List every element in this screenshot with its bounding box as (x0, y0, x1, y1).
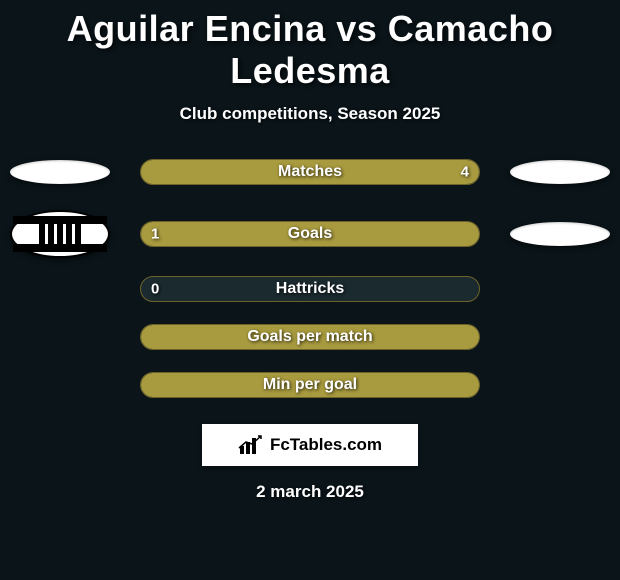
stat-bar: Hattricks 0 (140, 276, 480, 302)
stat-row: Matches 4 (0, 152, 620, 192)
stats-container: Matches 4 Goals 1 Hattricks 0 Goals per match M… (0, 152, 620, 398)
oval-shape (510, 222, 610, 246)
crest-bars (39, 224, 81, 244)
page-subtitle: Club competitions, Season 2025 (0, 104, 620, 124)
team-oval (510, 152, 610, 192)
stat-label: Matches (278, 163, 342, 181)
stat-value-left: 0 (151, 281, 159, 298)
oval-shape (10, 160, 110, 184)
logo-text: FcTables.com (270, 435, 382, 455)
stat-label: Goals (288, 225, 332, 243)
stat-bar: Goals 1 (140, 221, 480, 247)
stat-row: Min per goal (0, 372, 620, 398)
stat-row: Hattricks 0 (0, 276, 620, 302)
footer-date: 2 march 2025 (0, 482, 620, 502)
stat-row: Goals 1 (0, 214, 620, 254)
oval-shape (510, 160, 610, 184)
stat-row: Goals per match (0, 324, 620, 350)
stat-label: Goals per match (247, 328, 372, 346)
stat-value-right: 4 (461, 164, 469, 181)
crest-band-top (13, 216, 107, 224)
chart-icon (238, 434, 264, 456)
team-oval (10, 152, 110, 192)
stat-label: Hattricks (276, 280, 344, 298)
stat-value-left: 1 (151, 226, 159, 243)
team-oval (510, 214, 610, 254)
fctables-logo: FcTables.com (202, 424, 418, 466)
stat-bar: Min per goal (140, 372, 480, 398)
stat-bar: Goals per match (140, 324, 480, 350)
stat-label: Min per goal (263, 376, 357, 394)
page-title: Aguilar Encina vs Camacho Ledesma (0, 0, 620, 92)
stat-bar: Matches 4 (140, 159, 480, 185)
crest-band-bottom (13, 244, 107, 252)
crest-badge (10, 210, 110, 258)
team-crest (10, 214, 110, 254)
